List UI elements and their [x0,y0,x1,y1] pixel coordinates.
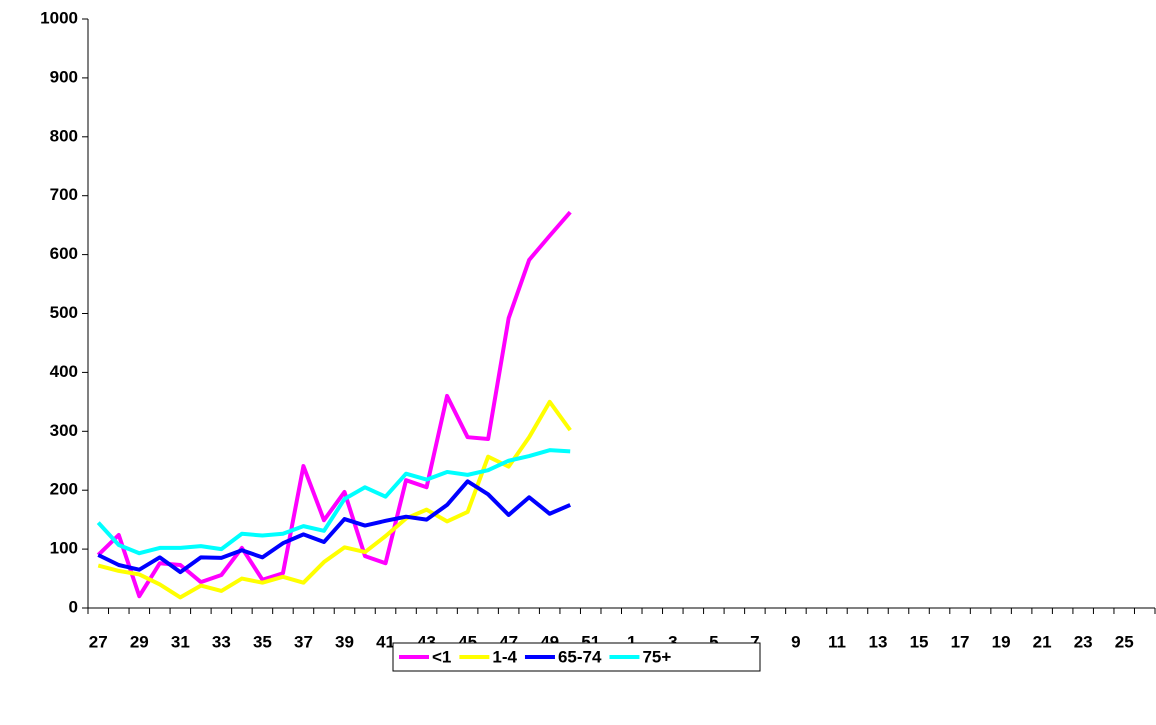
x-tick-label: 3 [668,632,677,651]
x-tick-label: 11 [828,632,846,651]
x-tick-label: 5 [709,632,718,651]
series-line [96,210,572,599]
x-tick-label: 27 [89,632,108,651]
x-tick-label: 9 [791,632,800,651]
legend-label: 75+ [642,647,671,666]
y-tick-label: 900 [50,67,78,86]
y-tick-label: 600 [50,244,78,263]
y-tick-label: 100 [50,539,78,558]
x-tick-label: 19 [992,632,1011,651]
legend-label: <1 [432,647,451,666]
x-tick-label: 23 [1074,632,1093,651]
series-line [96,448,571,556]
x-tick-label: 25 [1115,632,1134,651]
x-tick-label: 37 [294,632,313,651]
y-tick-label: 200 [50,480,78,499]
series-line [97,399,572,600]
legend-label: 1-4 [492,647,517,666]
x-tick-label: 29 [130,632,149,651]
x-tick-label: 39 [335,632,354,651]
y-tick-label: 500 [50,303,78,322]
x-tick-label: 13 [869,632,888,651]
legend-box [392,642,761,672]
x-tick-label: 31 [171,632,190,651]
y-tick-label: 1000 [40,8,78,27]
legend-label: 65-74 [558,647,602,666]
x-tick-label: 15 [910,632,929,651]
y-tick-label: 800 [50,126,78,145]
x-tick-label: 33 [212,632,231,651]
x-tick-label: 21 [1033,632,1052,651]
x-tick-label: 1 [627,632,636,651]
x-tick-label: 17 [951,632,970,651]
y-tick-label: 400 [50,362,78,381]
series-line [97,479,571,575]
x-tick-label: 35 [253,632,272,651]
y-tick-label: 700 [50,185,78,204]
x-tick-label: 7 [750,632,759,651]
y-tick-label: 300 [50,421,78,440]
x-tick-label: 41 [376,632,395,651]
y-tick-label: 0 [69,597,78,616]
